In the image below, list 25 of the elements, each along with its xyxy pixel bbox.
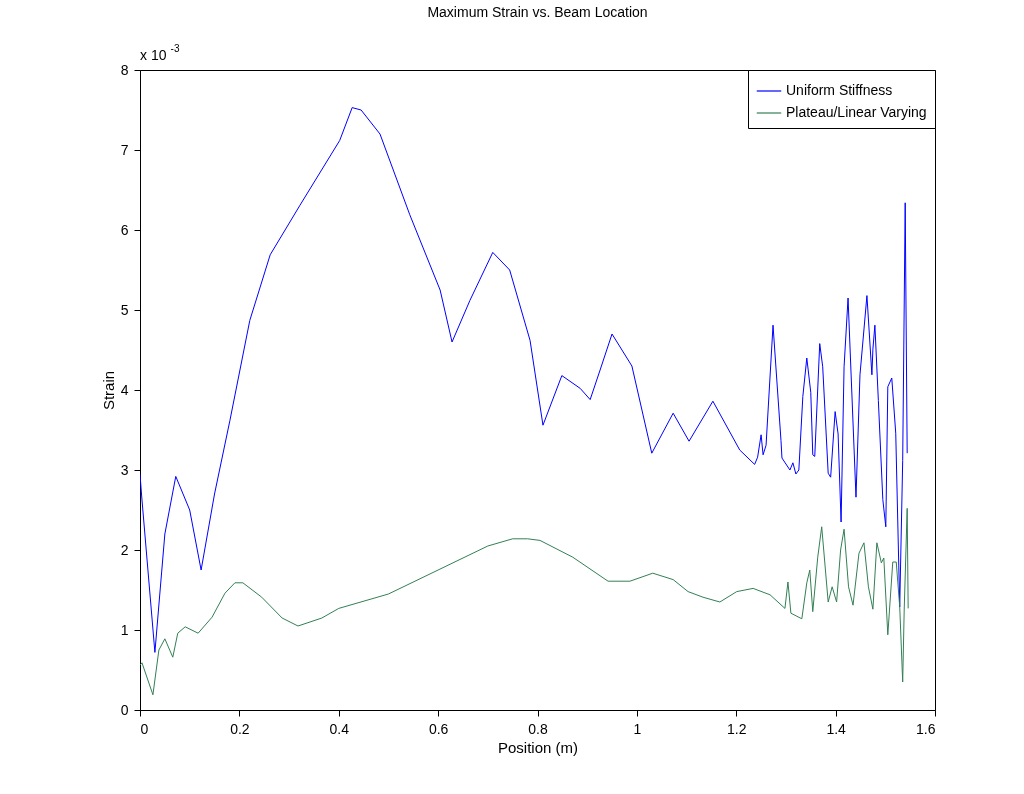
y-tick-label: 2	[120, 541, 129, 558]
y-tick-label: 0	[120, 701, 129, 718]
legend-label: Plateau/Linear Varying	[786, 104, 927, 120]
x-tick-label: 1.4	[826, 720, 847, 737]
x-axis-title: Position (m)	[497, 738, 579, 756]
x-tick-label: 0.4	[329, 720, 350, 737]
line-series	[140, 507, 909, 696]
y-tick-label: 3	[120, 461, 129, 478]
x-tick-label: 0	[140, 720, 149, 737]
y-tick-label: 8	[120, 61, 129, 78]
x-tick-label: 0.2	[230, 720, 250, 737]
legend-label: Uniform Stiffness	[786, 82, 893, 98]
y-tick-label: 1	[120, 621, 129, 638]
x-tick-label: 0.6	[428, 720, 449, 737]
text: x 10-3	[140, 43, 180, 63]
y-tick-label: 5	[120, 301, 129, 318]
y-tick-label: 6	[120, 221, 129, 238]
y-tick-label: 4	[120, 381, 129, 398]
y-tick-label: 7	[120, 141, 129, 158]
chart-title: Maximum Strain vs. Beam Location	[427, 4, 648, 20]
y-axis-title: Strain	[99, 370, 117, 411]
x-tick-label: 1.6	[916, 720, 936, 737]
x-tick-label: 1	[633, 720, 642, 737]
x-tick-label: 1.2	[727, 720, 747, 737]
x-tick-label: 0.8	[528, 720, 548, 737]
